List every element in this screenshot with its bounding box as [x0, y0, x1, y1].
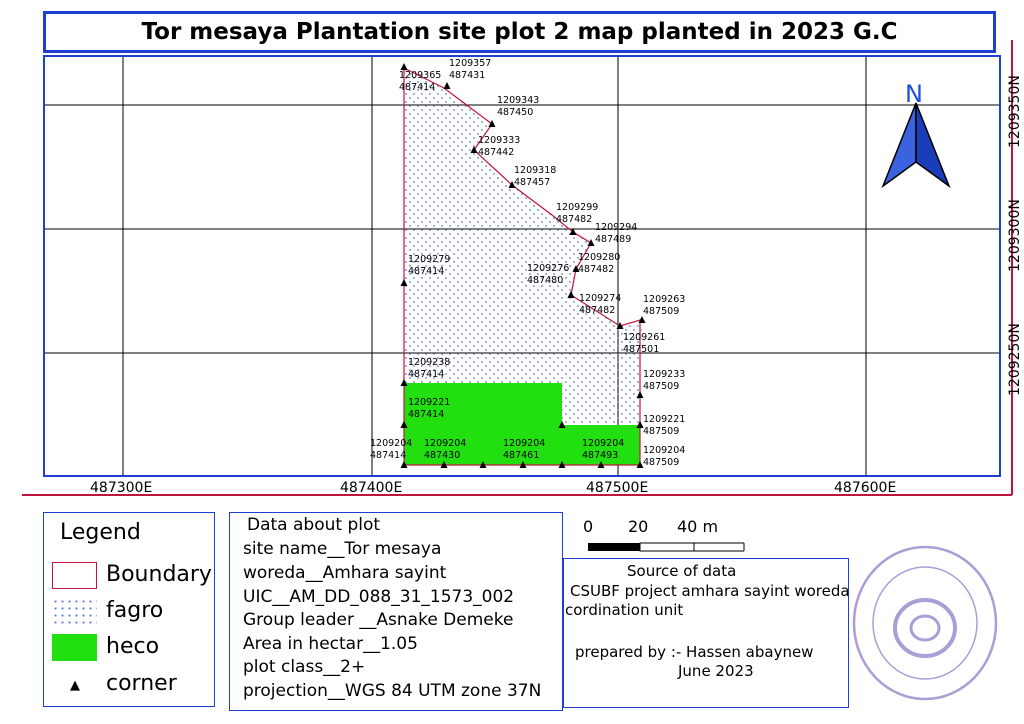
coordinate-label: 1209221 487509 [643, 414, 685, 437]
source-box [563, 558, 849, 708]
point-labels: 1209357 487431 1209365 487414 1209343 487450 1… [370, 58, 685, 468]
plot-info-line: plot class__2+ [243, 657, 366, 677]
prepared-by: prepared by :- Hassen abaynew [575, 643, 814, 661]
scale-label: 20 [628, 517, 649, 536]
source-line: cordination unit [565, 601, 684, 619]
coordinate-label: 1209233 487509 [643, 369, 685, 392]
fagro-area [404, 68, 642, 465]
north-arrow-icon [881, 102, 951, 189]
legend-box [43, 512, 215, 707]
plot-info-heading: Data about plot [247, 515, 381, 535]
heco-area [404, 383, 640, 465]
y-tick-label: 1209250N [1007, 323, 1023, 396]
legend-title: Legend [60, 520, 141, 545]
corner-marker [519, 461, 527, 468]
coordinate-label: 1209204 487493 [582, 438, 624, 461]
stamp-seal [852, 545, 998, 701]
corner-marker [440, 461, 448, 468]
x-tick-label: 487500E [586, 480, 648, 496]
coordinate-label: 1209274 487482 [579, 293, 621, 316]
corner-marker [400, 279, 408, 286]
coordinate-label: 1209204 487414 [370, 438, 412, 461]
legend-fagro-swatch [52, 598, 97, 625]
coordinate-label: 1209276 487480 [527, 263, 569, 286]
corner-marker [470, 146, 478, 153]
corner-marker [558, 421, 566, 428]
corner-marker [443, 82, 451, 89]
corner-marker [400, 379, 408, 386]
corner-marker [636, 461, 644, 468]
x-tick-label: 487300E [90, 480, 152, 496]
y-tick-label: 1209300N [1007, 199, 1023, 272]
source-line: CSUBF project amhara sayint woreda [570, 582, 850, 600]
legend-boundary-label: Boundary [106, 562, 212, 587]
source-heading: Source of data [627, 562, 737, 580]
corner-marker [400, 421, 408, 428]
corner-marker [400, 461, 408, 468]
x-tick-label: 487400E [340, 480, 402, 496]
triangle-icon: ▲ [70, 678, 80, 693]
corner-marker [636, 391, 644, 398]
coordinate-label: 1209204 487461 [503, 438, 545, 461]
coordinate-label: 1209279 487414 [408, 254, 450, 277]
legend-fagro-label: fagro [106, 598, 164, 623]
plot-info-line: Group leader __Asnake Demeke [243, 610, 514, 630]
legend-heco-label: heco [106, 634, 160, 659]
coordinate-label: 1209299 487482 [556, 202, 598, 225]
corner-marker [597, 461, 605, 468]
coordinate-label: 1209365 487414 [399, 70, 441, 93]
corner-marker [616, 322, 624, 329]
y-tick-label: 1209350N [1007, 75, 1023, 148]
scale-bar [588, 542, 745, 552]
corner-marker [587, 239, 595, 246]
plot-info-box [229, 512, 563, 711]
prepared-date: June 2023 [678, 662, 754, 680]
legend-heco-swatch [52, 634, 97, 661]
corner-marker [567, 291, 575, 298]
coordinate-label: 1209263 487509 [643, 294, 685, 317]
coordinate-label: 1209343 487450 [497, 95, 539, 118]
coordinate-label: 1209357 487431 [449, 58, 491, 81]
map-title: Tor mesaya Plantation site plot 2 map pl… [43, 11, 996, 53]
coordinate-label: 1209204 487430 [424, 438, 466, 461]
plot-info-line: projection__WGS 84 UTM zone 37N [243, 681, 542, 701]
legend-boundary-swatch [52, 562, 97, 589]
coordinate-label: 1209333 487442 [478, 135, 520, 158]
coordinate-label: 1209221 487414 [408, 397, 450, 420]
map-frame [43, 55, 1001, 477]
corner-marker [569, 228, 577, 235]
coordinate-label: 1209238 487414 [408, 357, 450, 380]
plot-info-line: Area in hectar__1.05 [243, 634, 418, 654]
coordinate-label: 1209280 487482 [578, 252, 620, 275]
corner-marker [479, 461, 487, 468]
corner-marker [638, 316, 646, 323]
corner-marker [572, 265, 580, 272]
scale-label: 0 [583, 517, 594, 536]
scale-label: 40 m [677, 517, 719, 536]
north-label: N [905, 80, 923, 108]
corner-marker [636, 421, 644, 428]
corner-marker [400, 63, 408, 70]
coordinate-label: 1209261 487501 [623, 332, 665, 355]
legend-corner-label: corner [106, 671, 177, 696]
plot-info-line: UIC__AM_DD_088_31_1573_002 [243, 587, 515, 607]
x-tick-label: 487600E [834, 480, 896, 496]
coordinate-label: 1209204 487509 [643, 445, 685, 468]
corner-marker [508, 181, 516, 188]
outer-frame [22, 40, 1013, 496]
plot-info-line: site name__Tor mesaya [243, 539, 442, 559]
corner-marker [558, 461, 566, 468]
corner-marker [488, 120, 496, 127]
coordinate-label: 1209318 487457 [514, 165, 556, 188]
corner-markers [400, 63, 646, 468]
plot-info-line: woreda__Amhara sayint [243, 563, 447, 583]
coordinate-label: 1209294 487489 [595, 222, 637, 245]
